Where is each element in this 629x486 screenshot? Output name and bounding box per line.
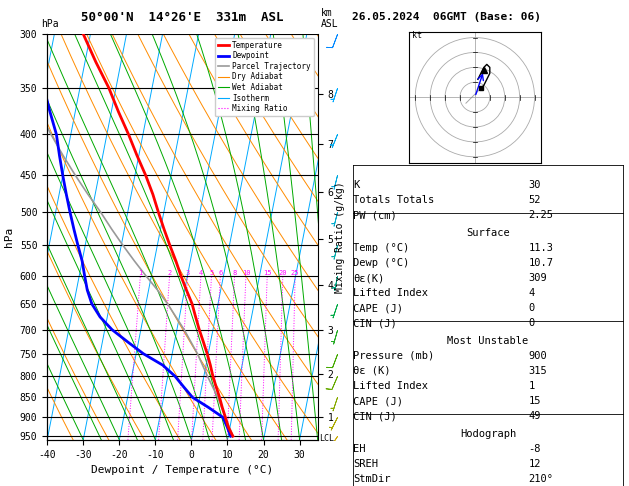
Text: 900: 900: [528, 351, 547, 361]
Text: CAPE (J): CAPE (J): [353, 396, 403, 406]
Text: CIN (J): CIN (J): [353, 318, 398, 329]
Text: 3: 3: [186, 270, 190, 276]
Text: Temp (°C): Temp (°C): [353, 243, 409, 253]
Text: 5: 5: [209, 270, 214, 276]
Text: 6: 6: [218, 270, 223, 276]
Text: 8: 8: [233, 270, 237, 276]
Text: 315: 315: [528, 366, 547, 376]
Y-axis label: hPa: hPa: [4, 227, 14, 247]
Text: CIN (J): CIN (J): [353, 411, 398, 421]
Text: 15: 15: [528, 396, 541, 406]
Text: 50°00'N  14°26'E  331m  ASL: 50°00'N 14°26'E 331m ASL: [81, 11, 284, 24]
Text: Hodograph: Hodograph: [460, 429, 516, 439]
Text: 4: 4: [528, 288, 535, 298]
Text: 210°: 210°: [528, 474, 554, 484]
Text: 11.3: 11.3: [528, 243, 554, 253]
Text: 52: 52: [528, 195, 541, 206]
Text: hPa: hPa: [41, 19, 58, 29]
Text: Dewp (°C): Dewp (°C): [353, 258, 409, 268]
Text: Pressure (mb): Pressure (mb): [353, 351, 435, 361]
Text: Lifted Index: Lifted Index: [353, 288, 428, 298]
Text: Surface: Surface: [466, 228, 510, 238]
Text: 309: 309: [528, 273, 547, 283]
Text: 1: 1: [528, 381, 535, 391]
Text: -8: -8: [528, 444, 541, 454]
Text: 10: 10: [242, 270, 250, 276]
Text: 15: 15: [263, 270, 272, 276]
Text: Totals Totals: Totals Totals: [353, 195, 435, 206]
Text: Lifted Index: Lifted Index: [353, 381, 428, 391]
Text: PW (cm): PW (cm): [353, 210, 398, 221]
Text: 10.7: 10.7: [528, 258, 554, 268]
Text: kt: kt: [412, 31, 422, 39]
Text: K: K: [353, 180, 360, 191]
Text: LCL: LCL: [320, 434, 335, 443]
Text: 2.25: 2.25: [528, 210, 554, 221]
Text: 30: 30: [528, 180, 541, 191]
Text: CAPE (J): CAPE (J): [353, 303, 403, 313]
X-axis label: Dewpoint / Temperature (°C): Dewpoint / Temperature (°C): [91, 465, 274, 475]
Legend: Temperature, Dewpoint, Parcel Trajectory, Dry Adiabat, Wet Adiabat, Isotherm, Mi: Temperature, Dewpoint, Parcel Trajectory…: [214, 38, 314, 116]
Text: 1: 1: [138, 270, 143, 276]
Text: 49: 49: [528, 411, 541, 421]
Text: 20: 20: [279, 270, 287, 276]
Text: StmDir: StmDir: [353, 474, 391, 484]
Text: θε(K): θε(K): [353, 273, 385, 283]
Text: Most Unstable: Most Unstable: [447, 336, 529, 346]
Text: 0: 0: [528, 318, 535, 329]
Text: θε (K): θε (K): [353, 366, 391, 376]
Text: 2: 2: [167, 270, 172, 276]
Text: km
ASL: km ASL: [321, 8, 338, 29]
Text: 0: 0: [528, 303, 535, 313]
Text: 25: 25: [291, 270, 299, 276]
Text: Mixing Ratio (g/kg): Mixing Ratio (g/kg): [335, 181, 345, 293]
Text: EH: EH: [353, 444, 366, 454]
Text: 26.05.2024  06GMT (Base: 06): 26.05.2024 06GMT (Base: 06): [352, 12, 541, 22]
Text: 12: 12: [528, 459, 541, 469]
Text: SREH: SREH: [353, 459, 379, 469]
Text: 4: 4: [199, 270, 203, 276]
